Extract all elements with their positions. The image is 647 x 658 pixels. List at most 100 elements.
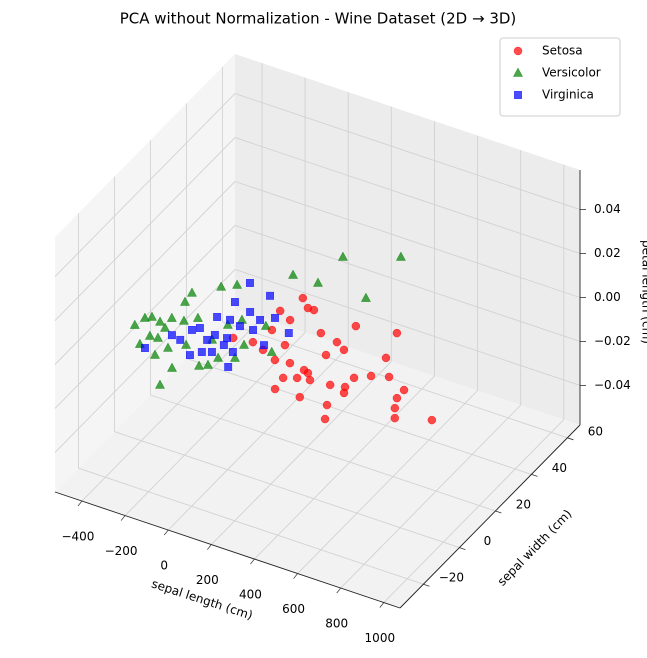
data-point — [154, 379, 166, 389]
data-point — [280, 340, 290, 350]
grid-line — [54, 137, 236, 321]
data-point — [232, 279, 243, 289]
grid-line — [54, 181, 236, 365]
grid-line — [234, 269, 581, 386]
grid-line — [234, 181, 581, 298]
data-point — [166, 312, 177, 322]
data-point — [390, 413, 400, 423]
x-tick-label: 600 — [282, 602, 305, 616]
x-tick-label: −200 — [105, 544, 138, 558]
legend-box — [499, 37, 621, 117]
data-point — [399, 385, 409, 395]
data-point — [275, 306, 285, 316]
legend-label: Versicolor — [542, 66, 601, 80]
data-point — [185, 351, 194, 360]
x-tick-label: 0 — [160, 559, 168, 573]
chart-title: PCA without Normalization - Wine Dataset… — [120, 10, 517, 28]
data-point — [144, 330, 155, 340]
data-point — [246, 279, 254, 287]
data-point — [339, 388, 349, 398]
data-point — [360, 292, 371, 302]
data-point — [239, 339, 250, 349]
tick-mark — [250, 558, 255, 565]
data-point — [298, 293, 308, 303]
grid-line — [150, 394, 496, 512]
x-axis-line — [54, 491, 401, 609]
data-point — [231, 298, 239, 306]
x-tick-label: 1000 — [365, 631, 396, 645]
grid-line — [78, 467, 424, 585]
data-point — [295, 392, 305, 402]
data-point — [141, 344, 149, 352]
data-point — [188, 326, 196, 334]
data-point — [223, 334, 231, 343]
data-point — [266, 346, 277, 356]
tick-mark — [336, 587, 342, 594]
legend: Setosa Versicolor Virginica — [499, 37, 621, 117]
data-point — [229, 352, 240, 362]
tick-mark — [163, 529, 169, 536]
data-point — [207, 348, 216, 356]
data-point — [427, 415, 437, 425]
grid-line — [234, 225, 581, 342]
grid-line — [234, 93, 581, 210]
data-point — [325, 380, 335, 390]
data-point — [155, 316, 166, 326]
grid-line — [54, 93, 236, 277]
data-point — [248, 337, 258, 347]
legend-marker — [514, 91, 522, 99]
grid-line — [254, 375, 435, 560]
grid-line — [114, 431, 460, 549]
data-point — [195, 324, 204, 332]
data-point — [285, 358, 295, 368]
data-point — [351, 321, 361, 331]
data-point — [181, 339, 192, 349]
y-tick-label: −20 — [439, 571, 464, 585]
tick-mark — [120, 515, 126, 521]
legend-label: Setosa — [542, 44, 583, 58]
data-point — [309, 305, 319, 315]
data-point — [178, 315, 189, 325]
data-point — [236, 322, 244, 331]
z-tick-label: −0.04 — [594, 378, 631, 392]
tick-mark — [495, 510, 502, 514]
data-point — [337, 251, 348, 261]
data-point — [202, 359, 213, 369]
grid-line — [340, 404, 522, 589]
data-point — [260, 341, 268, 350]
data-point — [210, 331, 219, 339]
data-point — [256, 316, 265, 324]
grid-line — [167, 346, 349, 531]
grid-line — [383, 419, 565, 603]
data-point — [303, 368, 313, 378]
data-point — [186, 287, 197, 297]
tick-mark — [379, 602, 385, 608]
data-point — [179, 296, 191, 306]
legend-marker — [513, 46, 523, 56]
data-point — [278, 373, 288, 383]
data-point — [384, 372, 394, 382]
data-point — [226, 315, 234, 324]
data-point — [139, 312, 150, 322]
data-point — [222, 319, 233, 329]
data-point — [305, 375, 315, 385]
z-tick-label: −0.02 — [594, 334, 631, 348]
grid-line — [54, 269, 236, 453]
tick-mark — [567, 437, 574, 441]
data-point — [392, 328, 402, 338]
z-axis-label: petal length (cm) — [640, 240, 647, 344]
tick-mark — [207, 544, 212, 550]
data-point — [339, 345, 349, 355]
tick-mark — [459, 547, 466, 550]
floor-pane — [55, 309, 580, 608]
data-point — [168, 331, 176, 340]
data-point — [392, 393, 402, 403]
z-tick-label: 0.04 — [594, 202, 621, 216]
x-tick-label: 400 — [239, 588, 262, 602]
data-point — [176, 335, 185, 344]
data-point — [149, 349, 161, 359]
data-point — [321, 350, 331, 360]
tick-mark — [293, 573, 298, 579]
tick-mark — [423, 583, 430, 587]
data-point — [390, 403, 400, 413]
